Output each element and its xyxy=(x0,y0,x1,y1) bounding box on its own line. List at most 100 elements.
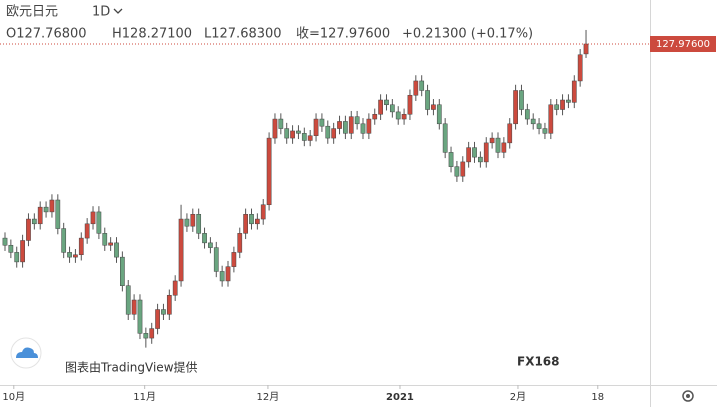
candle-body xyxy=(554,104,560,110)
candle-body xyxy=(67,252,72,258)
candle-body xyxy=(43,206,49,213)
candle-body xyxy=(125,285,131,315)
candle-body xyxy=(307,135,313,141)
candle-body xyxy=(131,299,137,315)
candle-body xyxy=(96,211,102,234)
candle-body xyxy=(184,218,190,227)
candle-body xyxy=(372,114,378,120)
x-tick-label: 2月 xyxy=(510,391,526,403)
candle-body xyxy=(442,123,448,153)
candle-body xyxy=(161,309,166,315)
candle-body xyxy=(378,99,383,115)
candle-body xyxy=(530,118,536,125)
candle-body xyxy=(143,333,149,339)
candle-body xyxy=(577,54,583,82)
candle-body xyxy=(519,90,524,110)
candle-body xyxy=(260,204,266,220)
candle-body xyxy=(419,80,425,91)
candle-body xyxy=(172,280,178,296)
candle-body xyxy=(354,116,360,125)
x-tick-label: 2021 xyxy=(386,392,414,403)
candle-body xyxy=(219,271,225,282)
candle-body xyxy=(325,125,331,139)
candle-body xyxy=(231,252,237,267)
candle-body xyxy=(8,244,14,253)
candle-body xyxy=(26,218,31,241)
candle-body xyxy=(225,266,231,282)
candle-body xyxy=(278,118,284,129)
candle-body xyxy=(319,118,325,127)
candle-body xyxy=(389,104,395,113)
candle-body xyxy=(90,211,96,225)
candle-body xyxy=(507,123,513,144)
candle-body xyxy=(114,242,119,258)
candle-body xyxy=(542,128,548,134)
candle-body xyxy=(166,294,172,315)
x-tick-label: 10月 xyxy=(2,391,25,403)
candle-body xyxy=(284,128,290,139)
candle-body xyxy=(73,254,78,258)
candle-body xyxy=(536,123,542,129)
ohlc-close: 收=127.97600 xyxy=(296,27,390,42)
last-price-tag xyxy=(650,36,716,52)
candle-body xyxy=(360,123,366,134)
candle-body xyxy=(84,223,90,239)
candle-body xyxy=(55,199,61,229)
candle-body xyxy=(524,109,530,120)
candle-body xyxy=(243,214,248,234)
candle-body xyxy=(249,214,254,225)
candle-body xyxy=(31,218,37,225)
settings-icon[interactable] xyxy=(682,390,694,402)
candle-body xyxy=(266,137,272,206)
candle-body xyxy=(560,99,565,110)
candle-body xyxy=(466,147,472,163)
candle-body xyxy=(454,166,460,177)
x-tick-label: 12月 xyxy=(257,391,280,403)
candle-body xyxy=(483,142,489,163)
tv-logo xyxy=(10,337,42,369)
candle-body xyxy=(395,111,401,120)
candle-body xyxy=(431,104,436,110)
candle-body xyxy=(137,299,143,334)
candle-body xyxy=(313,118,319,136)
ohlc-open: O127.76800 xyxy=(6,27,87,42)
candle-body xyxy=(571,80,577,103)
plot xyxy=(2,29,589,348)
candle-body xyxy=(208,242,213,248)
candle-body xyxy=(14,252,20,263)
candle-body xyxy=(407,94,413,115)
candle-body xyxy=(413,80,419,96)
candle-body xyxy=(366,118,372,134)
candle-body xyxy=(489,137,495,144)
candle-body xyxy=(196,214,202,234)
candle-body xyxy=(343,121,348,134)
candle-body xyxy=(237,233,243,253)
candle-body xyxy=(331,128,337,139)
candle-body xyxy=(178,218,184,282)
candle-body xyxy=(495,137,501,153)
candle-body xyxy=(213,247,219,272)
candle-body xyxy=(290,130,295,139)
candle-body xyxy=(448,152,454,167)
candle-body xyxy=(296,130,301,134)
watermark: 图表由TradingView提供 xyxy=(65,360,198,375)
candle-body xyxy=(501,142,507,153)
candle-body xyxy=(348,116,354,134)
interval-caret[interactable] xyxy=(113,8,123,14)
ohlc-high: H128.27100 xyxy=(112,27,192,42)
candle-body xyxy=(149,328,155,339)
candle-body xyxy=(2,237,8,246)
candle-body xyxy=(272,118,278,139)
candle-body xyxy=(425,90,430,110)
x-tick-label: 18 xyxy=(591,392,604,403)
candle-body xyxy=(548,104,554,134)
ohlc-low: L127.68300 xyxy=(204,27,282,42)
last-price-label: 127.97600 xyxy=(656,39,710,50)
candle-body xyxy=(49,199,55,213)
candle-body xyxy=(301,133,307,141)
interval[interactable]: 1D xyxy=(92,5,110,20)
candle-body xyxy=(102,233,108,246)
candle-body xyxy=(254,218,260,225)
